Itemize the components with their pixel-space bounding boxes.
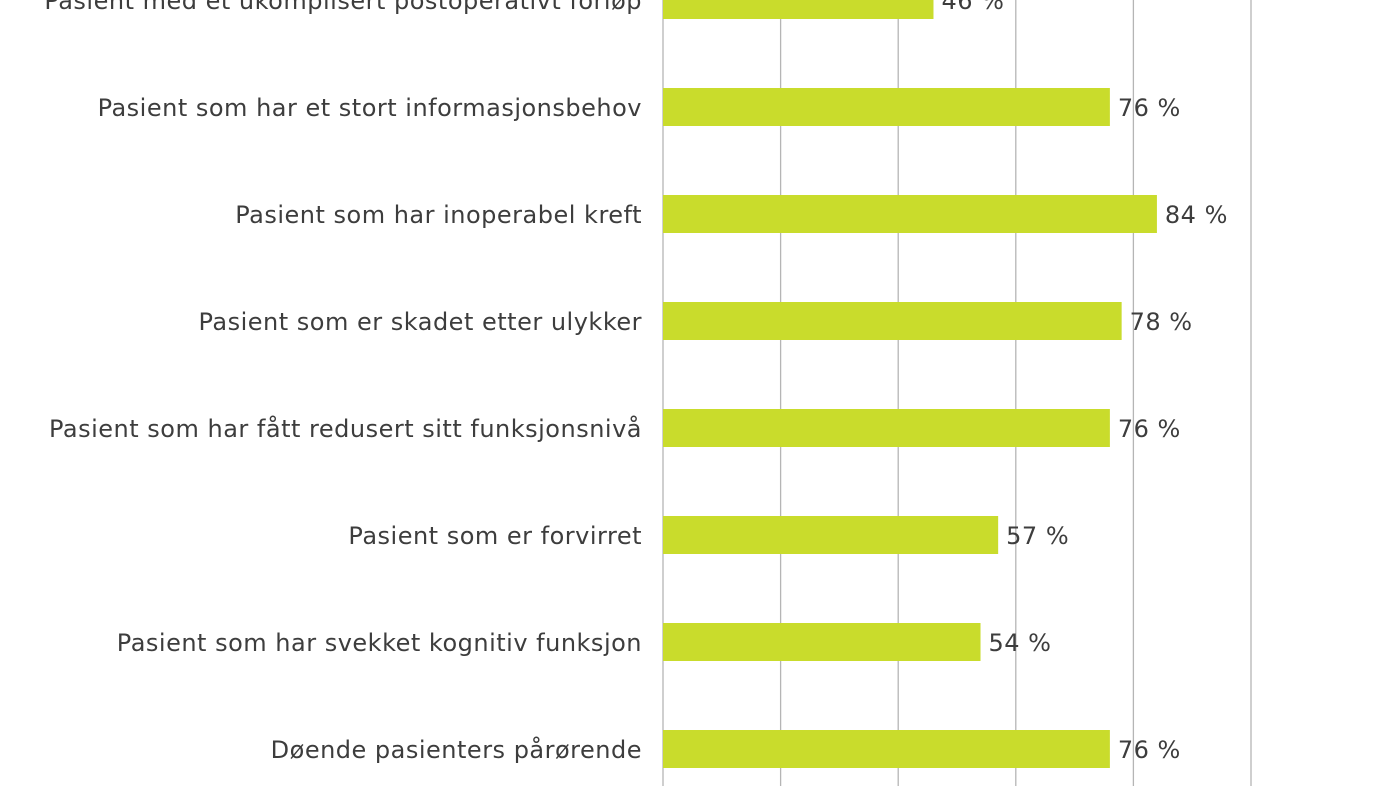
bar-7 [663, 623, 981, 661]
category-label-2: Pasient som har et stort informasjonsbeh… [98, 94, 642, 122]
bar-3 [663, 195, 1157, 233]
value-label-4: 78 % [1130, 308, 1193, 336]
category-label-5: Pasient som har fått redusert sitt funks… [49, 414, 642, 443]
category-label-8: Døende pasienters pårørende [271, 735, 642, 764]
bar-1 [663, 0, 934, 19]
bar-2 [663, 88, 1110, 126]
bar-8 [663, 730, 1110, 768]
value-label-7: 54 % [989, 629, 1052, 657]
value-label-5: 76 % [1118, 415, 1181, 443]
bar-6 [663, 516, 999, 554]
category-label-4: Pasient som er skadet etter ulykker [199, 308, 642, 336]
bars [663, 0, 1157, 768]
value-label-2: 76 % [1118, 94, 1181, 122]
value-label-3: 84 % [1165, 201, 1228, 229]
value-labels: 46 % 76 % 84 % 78 % 76 % 57 % 54 % 76 % [941, 0, 1227, 764]
value-label-8: 76 % [1118, 736, 1181, 764]
value-label-1: 46 % [941, 0, 1004, 15]
value-label-6: 57 % [1006, 522, 1069, 550]
bar-4 [663, 302, 1122, 340]
category-label-7: Pasient som har svekket kognitiv funksjo… [117, 629, 642, 657]
category-label-1: Pasient med et ukomplisert postoperativt… [44, 0, 642, 15]
category-label-3: Pasient som har inoperabel kreft [235, 201, 642, 229]
bar-5 [663, 409, 1110, 447]
category-label-6: Pasient som er forvirret [348, 522, 642, 550]
category-labels: Pasient med et ukomplisert postoperativt… [44, 0, 642, 764]
